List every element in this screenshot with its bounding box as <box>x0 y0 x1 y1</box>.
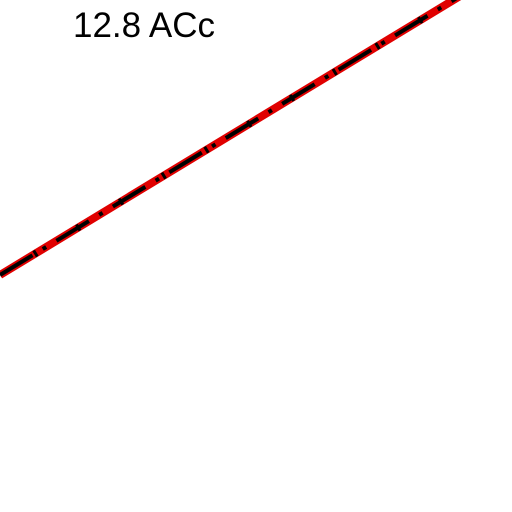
boundary-line <box>0 0 462 279</box>
cut-off-label: 12 <box>137 0 176 2</box>
boundary-line-ticks <box>0 0 461 278</box>
boundary-line-black-dashes <box>0 0 458 277</box>
line-value-label: 12.8 ACc <box>73 6 216 45</box>
